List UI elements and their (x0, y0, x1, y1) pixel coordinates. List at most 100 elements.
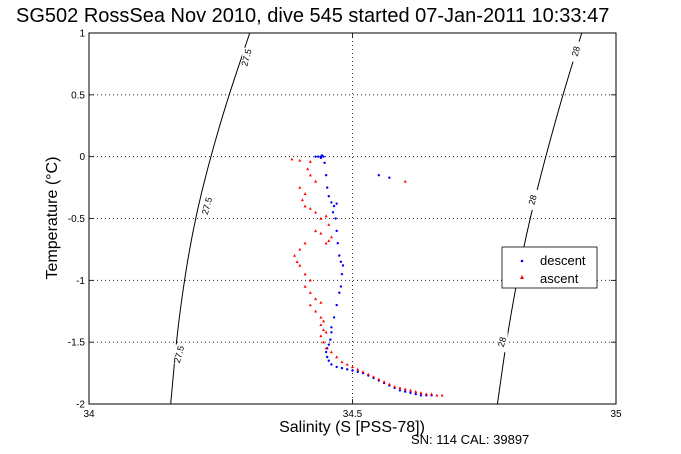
descent-point (330, 331, 333, 334)
ascent-point (290, 157, 294, 161)
descent-point (414, 392, 417, 396)
ascent-point (303, 241, 307, 245)
legend-ascent-label: ascent (540, 271, 579, 286)
ascent-point (308, 160, 312, 163)
isopycnal-label: 28 (496, 336, 508, 348)
isopycnal-label: 27.5 (172, 345, 186, 365)
ascent-point (298, 158, 302, 162)
ascent-point (327, 223, 331, 226)
descent-point (341, 264, 345, 267)
legend-box (501, 246, 598, 289)
y-tick-label: 1 (79, 29, 85, 40)
ascent-point (408, 388, 412, 392)
descent-point (324, 174, 328, 177)
ascent-point (319, 334, 323, 338)
descent-point (324, 350, 328, 354)
ascent-point (303, 192, 307, 195)
ascent-point (345, 362, 349, 366)
isopycnal-label-bg (202, 196, 213, 217)
descent-point (327, 195, 330, 198)
ascent-point (435, 393, 439, 397)
ascent-point (308, 173, 312, 177)
descent-point (332, 316, 336, 319)
y-tick-label: -1.5 (68, 338, 86, 349)
ascent-point (319, 216, 323, 220)
ascent-point (430, 392, 434, 396)
descent-point (317, 155, 320, 158)
ascent-point (322, 328, 326, 331)
isopycnal-label-bg (497, 332, 508, 353)
ascent-point (324, 214, 328, 218)
ascent-point (300, 198, 304, 202)
isopycnal-line (170, 32, 251, 405)
isopycnal-line (496, 32, 583, 405)
y-tick-label: -1 (76, 276, 85, 287)
ascent-point (324, 346, 328, 350)
ascent-point (356, 367, 360, 371)
ascent-point (314, 229, 318, 233)
descent-point (322, 155, 325, 158)
descent-point (351, 369, 354, 372)
descent-point (356, 370, 359, 374)
descent-point (319, 156, 323, 160)
ascent-point (303, 272, 307, 276)
isopycnal-label-bg (528, 189, 539, 210)
descent-point (377, 174, 381, 177)
ascent-point (327, 239, 331, 242)
ascent-point (324, 330, 328, 334)
descent-point (330, 326, 333, 329)
isopycnal-label: 27.5 (239, 48, 253, 68)
descent-point (335, 365, 338, 369)
chart-title: SG502 RossSea Nov 2010, dive 545 started… (16, 5, 609, 27)
descent-point (335, 202, 338, 205)
ascent-point (382, 380, 386, 383)
legend-descent-marker (520, 259, 524, 263)
descent-point (339, 260, 343, 263)
isopycnal-label-bg (174, 344, 185, 365)
ascent-point (440, 393, 444, 397)
descent-point (409, 391, 412, 395)
ascent-point (324, 241, 328, 245)
descent-point (338, 254, 341, 257)
descent-point (330, 363, 333, 366)
ascent-point (314, 210, 318, 214)
descent-point (327, 343, 330, 346)
x-axis-label: Salinity (S [PSS-78]) (279, 419, 425, 436)
y-axis-label: Temperature (°C) (44, 157, 61, 280)
descent-point (314, 155, 317, 158)
descent-point (335, 303, 338, 307)
ascent-point (419, 391, 423, 395)
ascent-point (424, 392, 428, 396)
ascent-point (308, 303, 312, 307)
x-tick-label: 34.5 (343, 409, 363, 420)
ascent-point (398, 386, 402, 390)
ascent-point (366, 372, 370, 376)
ascent-point (319, 323, 323, 327)
descent-point (323, 161, 326, 165)
descent-point (334, 217, 337, 220)
x-tick-label: 34 (83, 409, 95, 420)
descent-point (330, 201, 333, 204)
ascent-point (314, 297, 318, 301)
footer-serial: SN: 114 CAL: 39897 (411, 432, 529, 447)
legend-ascent-marker (520, 275, 524, 279)
ascent-point (329, 235, 333, 239)
isopycnal-label-bg (242, 47, 253, 68)
ascent-point (329, 350, 333, 354)
ascent-point (387, 382, 391, 386)
ascent-point (414, 390, 418, 393)
descent-point (326, 186, 329, 189)
y-tick-label: -2 (76, 400, 85, 411)
ascent-point (393, 385, 397, 388)
descent-point (398, 389, 402, 392)
isopycnal-label: 28 (570, 45, 582, 57)
ascent-point (314, 179, 318, 183)
ascent-point (372, 375, 376, 378)
ascent-point (298, 247, 302, 251)
legend: descent ascent (501, 246, 598, 289)
isopycnal-contours: 27.5 27.5 27.5 28 28 28 (170, 32, 583, 405)
ascent-point (308, 291, 312, 294)
ascent-point (298, 263, 302, 267)
ascent-point (403, 387, 407, 391)
